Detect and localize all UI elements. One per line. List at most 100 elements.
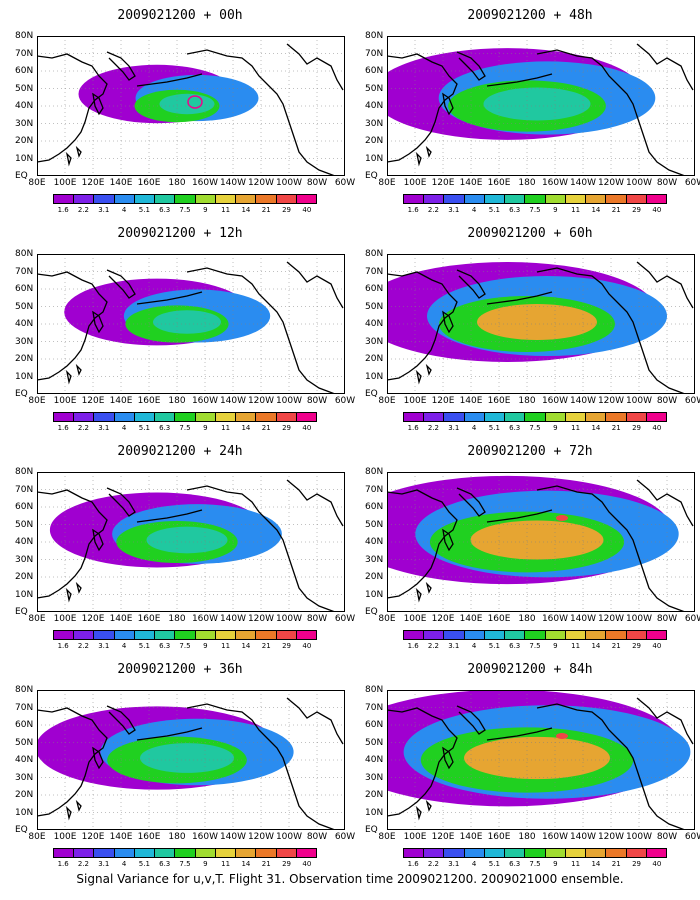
coastline [536,703,686,830]
coastline [387,707,458,817]
lon-tick-label: 120W [597,396,625,406]
lat-tick-label: 50N [365,301,384,312]
lat-tick-label: 70N [365,48,384,59]
colorbar-tick-label: 2.2 [427,206,440,214]
colorbar-swatch [54,849,75,857]
coastline [37,271,108,381]
colorbar-tick-label: 3.1 [448,424,460,432]
latitude-labels: 80N 70N 60N 50N 40N 30N 20N 10N EQ [365,249,385,399]
lon-tick-label: 120E [431,178,455,188]
lon-tick-label: 100E [403,614,427,624]
lat-tick-label: 60N [15,502,34,512]
colorbar-swatch [155,413,176,421]
colorbar-tick-label: 14 [591,206,601,214]
colorbar-swatch [626,195,647,203]
variance-contour-fill [483,87,591,121]
colorbar-tick-label: 40 [652,206,662,214]
variance-map [387,472,695,612]
lon-tick-label: 180 [168,396,186,406]
coastline [106,269,136,299]
colorbar-tick-label: 6.3 [509,206,521,214]
lon-tick-label: 160W [541,832,569,842]
colorbar-tick-label: 6.3 [509,860,521,868]
coastline [486,291,553,305]
colorbar-swatch [236,195,257,203]
colorbar-swatch [94,631,115,639]
colorbar-tick-label: 6.3 [159,860,171,868]
lon-tick-label: 80W [306,178,328,188]
coastline [415,363,432,385]
colorbar-swatch [586,631,607,639]
lon-tick-label: 100W [275,178,303,188]
lat-tick-label: 60N [15,284,34,294]
coastline [106,705,136,735]
lon-tick-label: 120W [247,396,275,406]
colorbar-tick-label: 2.2 [77,424,90,432]
lon-tick-label: 160W [191,396,219,406]
colorbar-swatches [53,848,317,858]
colorbar-swatch [195,195,216,203]
map-frame [37,472,345,612]
lat-tick-label: 40N [365,319,384,329]
lon-tick-label: 160E [137,832,161,842]
lon-tick-label: 160E [487,178,511,188]
colorbar-tick-label: 7.5 [179,642,191,650]
lat-tick-label: 20N [365,790,384,800]
lon-tick-label: 120W [597,178,625,188]
colorbar-tick-label: 4 [121,642,127,650]
lat-tick-label: 10N [365,807,384,818]
lat-tick-label: 50N [15,737,34,748]
coastline [65,145,82,167]
colorbar-swatch [404,195,425,203]
variance-contour-fill [470,520,604,560]
longitude-labels: 80E 100E 120E 140E 160E 180 160W 140W 120W 100W 80… [365,178,700,188]
coastline [536,485,686,612]
colorbar-swatch [646,631,667,639]
lon-tick-label: 140W [569,614,597,624]
lat-tick-label: 30N [15,118,34,129]
colorbar-tick-label: 9 [553,860,558,868]
lat-tick-label: 10N [15,371,34,382]
colorbar-tick-label: 2.2 [427,424,440,432]
panel-title: 2009021200 + 48h [467,8,593,23]
lat-tick-label: 80N [365,31,384,41]
colorbar-tick-label: 1.6 [57,642,69,650]
lat-tick-label: 60N [365,284,384,294]
colorbar-swatch [565,413,587,421]
colorbar: 1.6 2.2 3.1 4 5.1 6.3 7.5 9 11 14 21 29 40 [403,412,667,434]
high-variance-contour [556,515,568,521]
lat-tick-label: 20N [365,572,384,582]
lon-tick-label: 100E [403,396,427,406]
colorbar-swatch [94,195,115,203]
map-frame [37,254,345,394]
map-panel: 2009021200 + 24h 80N 70N 60N 50N 40N 30N 20N 10N… [15,444,355,654]
colorbar-swatch [464,413,485,421]
lon-tick-label: 60W [684,832,700,842]
colorbar-tick-label: 1.6 [57,860,69,868]
lon-tick-label: 80E [28,614,46,624]
map-frame [387,36,695,176]
longitude-labels: 80E 100E 120E 140E 160E 180 160W 140W 120W 100W 80… [15,614,355,624]
colorbar-tick-label: 5.1 [488,424,500,432]
colorbar-swatch [256,413,277,421]
colorbar-tick-label: 1.6 [407,860,419,868]
colorbar-tick-label: 5.1 [488,206,500,214]
lon-tick-label: 100W [625,614,653,624]
lat-tick-label: 60N [15,66,34,76]
colorbar-tick-label: 5.1 [138,860,150,868]
lat-tick-label: EQ [15,825,28,835]
map-panel: 2009021200 + 12h 80N 70N 60N 50N 40N 30N 20N 10N… [15,226,355,436]
lon-tick-label: 180 [168,832,186,842]
colorbar-swatch [444,195,465,203]
colorbar-swatch [134,631,156,639]
colorbar-swatch [155,195,176,203]
lon-tick-label: 100E [53,178,77,188]
lat-tick-label: 60N [365,720,384,730]
variance-map [37,472,345,612]
lat-tick-label: 10N [365,153,384,164]
lon-tick-label: 160E [137,178,161,188]
colorbar-tick-label: 4 [471,424,477,432]
coastline [387,489,458,599]
panel-title: 2009021200 + 12h [117,226,243,241]
colorbar-swatch [195,413,216,421]
